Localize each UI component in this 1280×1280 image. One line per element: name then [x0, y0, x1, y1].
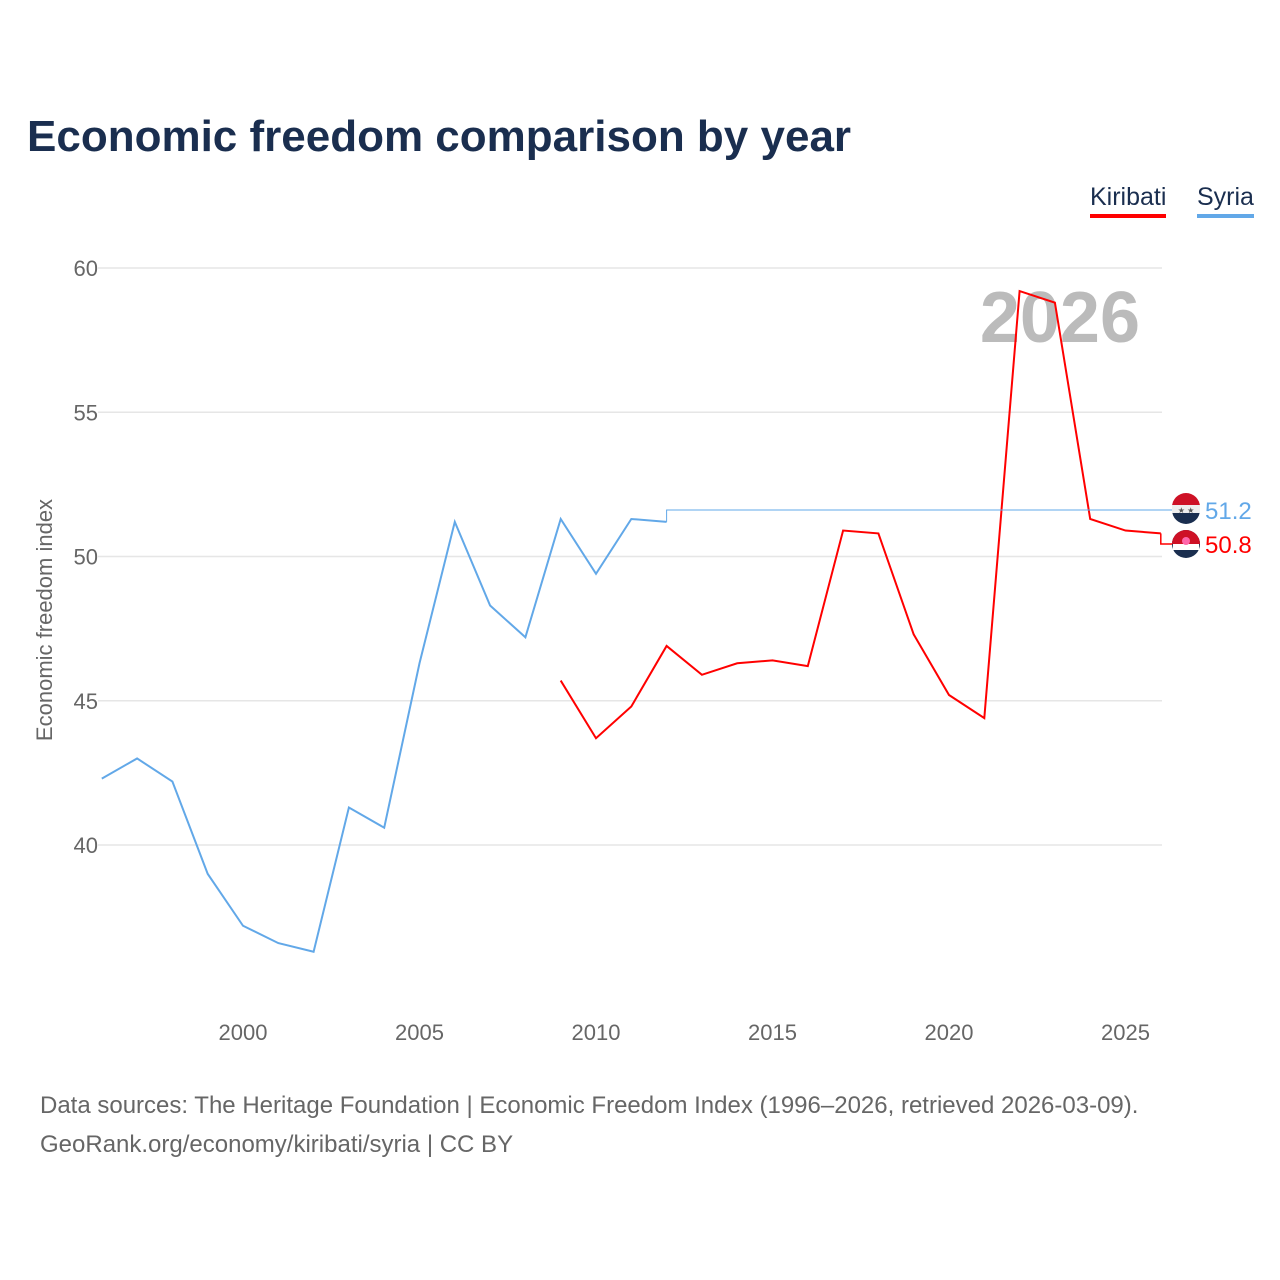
series-line-kiribati [559, 289, 1161, 740]
source-note: Data sources: The Heritage Foundation | … [40, 1086, 1138, 1164]
legend-kiribati[interactable]: Kiribati [1090, 183, 1167, 218]
flag-stars: ★ ★ [1178, 506, 1195, 515]
source-line-1: Data sources: The Heritage Foundation | … [40, 1092, 1139, 1119]
end-value-label-kiribati: 50.8 [1205, 532, 1252, 559]
y-tick-label: 45 [74, 689, 98, 714]
x-tick-label: 2010 [572, 1020, 621, 1045]
year-watermark: 2026 [980, 278, 1140, 358]
y-tick-label: 50 [74, 545, 98, 570]
x-tick-label: 2025 [1101, 1020, 1150, 1045]
source-line-2[interactable]: GeoRank.org/economy/kiribati/syria | CC … [40, 1131, 514, 1158]
flag-stripe [1172, 505, 1200, 513]
y-tick-label: 55 [74, 400, 98, 425]
series-line-syria [101, 516, 667, 953]
flag-sun [1182, 537, 1190, 545]
x-tick-label: 2000 [219, 1020, 268, 1045]
end-connector [1160, 533, 1172, 545]
flag-stripe [1173, 544, 1199, 550]
x-tick-label: 2015 [748, 1020, 797, 1045]
end-value-label-syria: 51.2 [1205, 498, 1252, 525]
chart-title: Economic freedom comparison by year [27, 112, 852, 161]
y-axis-label: Economic freedom index [32, 499, 57, 741]
legend-syria[interactable]: Syria [1197, 183, 1254, 218]
x-tick-label: 2005 [395, 1020, 444, 1045]
flag-stripe [1172, 493, 1200, 507]
y-tick-label: 60 [74, 256, 98, 281]
end-connector [666, 509, 1172, 522]
x-tick-label: 2020 [925, 1020, 974, 1045]
y-tick-label: 40 [74, 833, 98, 858]
